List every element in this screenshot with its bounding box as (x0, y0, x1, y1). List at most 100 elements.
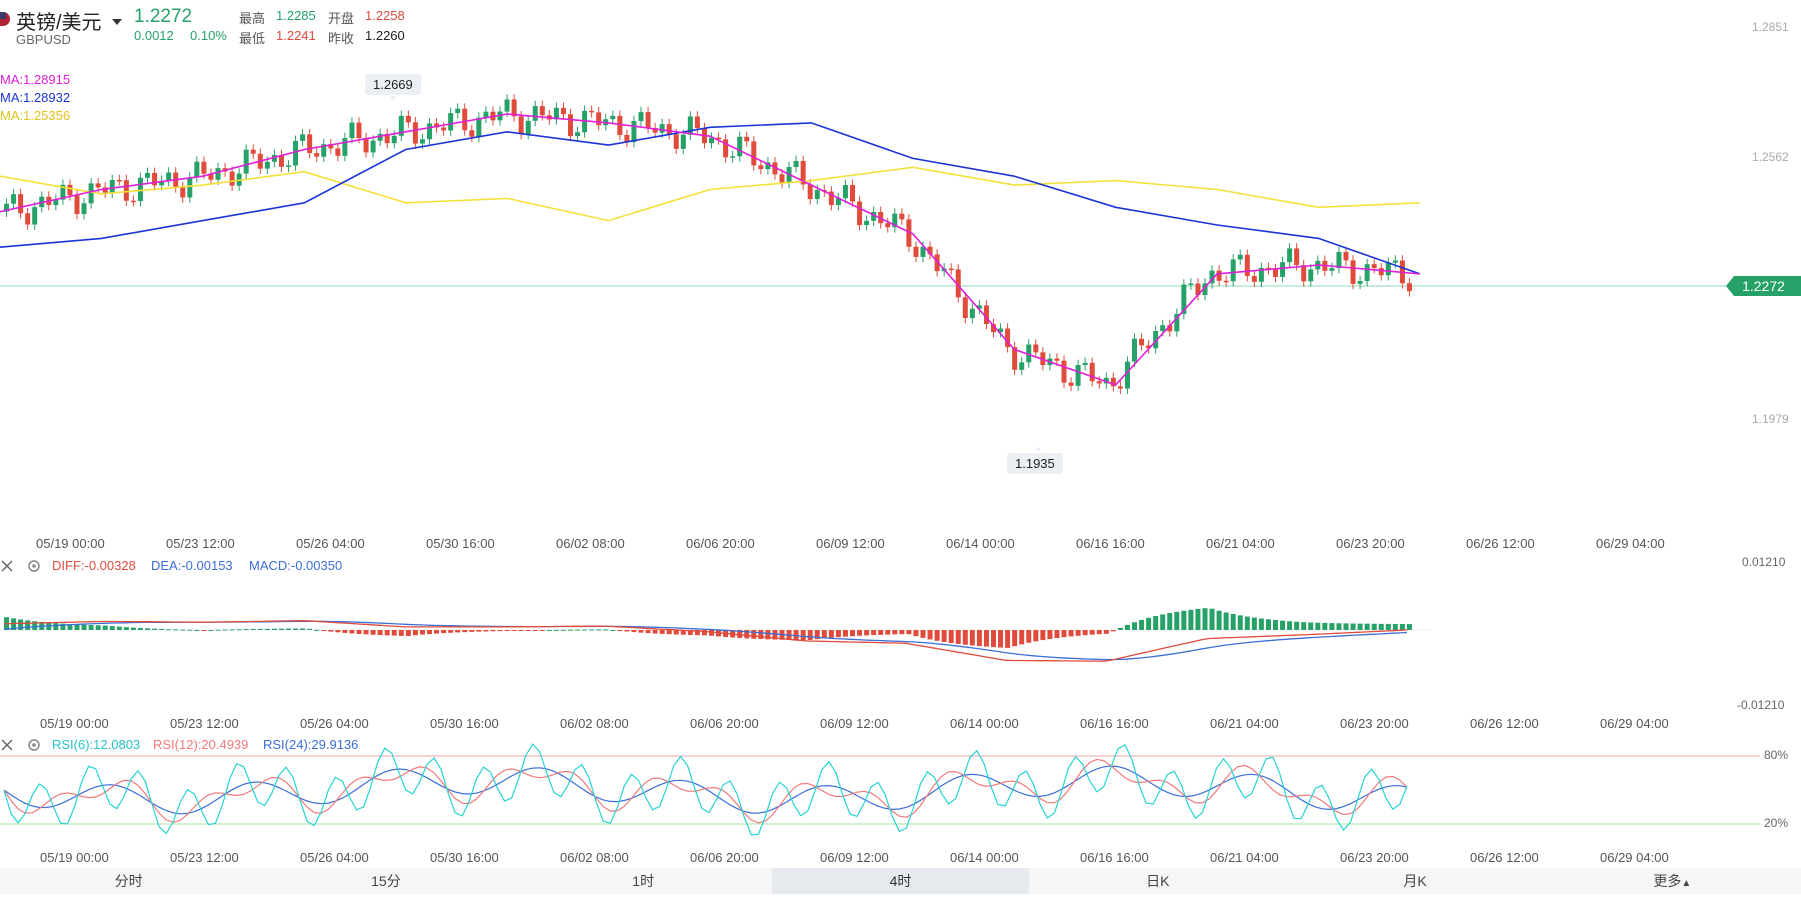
candle-body (74, 195, 80, 215)
macd-bar (1350, 623, 1356, 630)
macd-bar (1110, 630, 1116, 632)
candle-body (384, 133, 390, 144)
macd-bar (525, 630, 531, 631)
macd-bar (1308, 622, 1314, 630)
time-axis-label: 05/23 12:00 (170, 850, 239, 865)
candle-body (596, 112, 602, 126)
tab-1hour[interactable]: 1时 (632, 873, 655, 889)
macd-bar (504, 630, 510, 631)
close-icon[interactable] (0, 559, 14, 573)
tab-timeshare[interactable]: 分时 (114, 873, 143, 889)
candle-body (751, 141, 757, 166)
macd-bar (1089, 630, 1095, 635)
macd-bar (1005, 630, 1011, 648)
macd-bar (589, 629, 595, 631)
candle-body (1294, 248, 1300, 266)
gear-icon[interactable] (27, 559, 41, 573)
macd-bar (497, 630, 503, 632)
macd-bar (462, 630, 468, 633)
candle-body (1174, 313, 1180, 332)
price-axis-label: 1.1979 (1752, 412, 1789, 426)
period-tabs: 分时 15分 1时 4时 日K 月K 更多▲ (0, 868, 1801, 894)
candle-body (737, 136, 743, 157)
tab-daily[interactable]: 日K (1146, 873, 1170, 889)
candle-body (1110, 377, 1116, 387)
macd-bar (1364, 623, 1370, 630)
candle-body (1160, 325, 1166, 332)
macd-bar (434, 630, 440, 634)
candle-body (1329, 268, 1335, 271)
candle-body (95, 183, 101, 188)
time-axis-label: 06/21 04:00 (1210, 850, 1279, 865)
candle-body (807, 184, 813, 200)
candle-body (744, 136, 750, 142)
time-axis-label: 06/26 12:00 (1466, 536, 1535, 551)
macd-axis-top: 0.01210 (1742, 555, 1786, 569)
macd-bar (152, 628, 158, 630)
candle-body (539, 106, 545, 116)
candle-body (123, 180, 129, 201)
time-axis-label: 05/26 04:00 (300, 716, 369, 731)
diff-line (3, 620, 1408, 662)
macd-bar (920, 630, 926, 638)
macd-bar (321, 630, 327, 631)
candle-body (1082, 362, 1088, 366)
candle-body (130, 200, 136, 203)
gear-icon[interactable] (27, 738, 41, 752)
kline-chart[interactable] (0, 0, 1801, 870)
macd-bar (81, 624, 87, 630)
tab-4hour[interactable]: 4时 (771, 868, 1030, 894)
macd-bar (1033, 630, 1039, 642)
rsi-axis-80: 80% (1764, 748, 1789, 762)
candle-body (229, 171, 235, 186)
prev-close-value: 1.2260 (365, 28, 405, 43)
macd-bar (166, 629, 172, 631)
macd-bar (687, 630, 693, 635)
candle-body (730, 156, 736, 158)
candle-body (835, 198, 841, 206)
candle-body (469, 130, 475, 137)
candle-body (1089, 362, 1095, 382)
instrument-selector[interactable]: 英镑/美元 (16, 6, 122, 35)
macd-bar (180, 629, 186, 631)
tab-more[interactable]: 更多▲ (1544, 868, 1801, 894)
time-axis-label: 05/23 12:00 (170, 716, 239, 731)
candle-body (25, 213, 31, 225)
tab-15min[interactable]: 15分 (371, 873, 401, 889)
rsi24-legend: RSI(24):29.9136 (263, 737, 359, 752)
macd-bar (694, 630, 700, 636)
macd-bar (793, 630, 799, 641)
macd-bar (575, 629, 581, 631)
macd-bar (363, 630, 369, 635)
candle-body (1195, 283, 1201, 296)
candle-body (286, 165, 291, 167)
time-axis-label: 06/26 12:00 (1470, 716, 1539, 731)
macd-bar (1188, 609, 1194, 630)
macd-bar (864, 630, 870, 636)
candle-body (525, 120, 531, 135)
candle-body (687, 116, 693, 135)
candle-body (145, 172, 150, 178)
candle-body (575, 132, 581, 137)
candle-body (1336, 252, 1342, 269)
candle-body (60, 184, 66, 200)
tab-monthly[interactable]: 月K (1403, 873, 1427, 889)
macd-bar (645, 630, 651, 634)
macd-bar (532, 630, 538, 631)
candle-body (1357, 281, 1363, 284)
candle-body (434, 123, 440, 128)
candle-body (1392, 260, 1398, 263)
candle-body (278, 154, 284, 167)
time-axis-label: 06/02 08:00 (556, 536, 625, 551)
time-axis-label: 06/14 00:00 (946, 536, 1015, 551)
macd-bar (1174, 611, 1180, 630)
candle-body (307, 134, 313, 154)
candle-body (1033, 344, 1039, 353)
time-axis-label: 05/23 12:00 (166, 536, 235, 551)
candle-body (166, 172, 172, 181)
candle-body (109, 180, 115, 193)
macd-bar (835, 630, 841, 638)
candle-body (716, 137, 722, 140)
close-icon[interactable] (0, 738, 14, 752)
candle-body (159, 180, 165, 186)
